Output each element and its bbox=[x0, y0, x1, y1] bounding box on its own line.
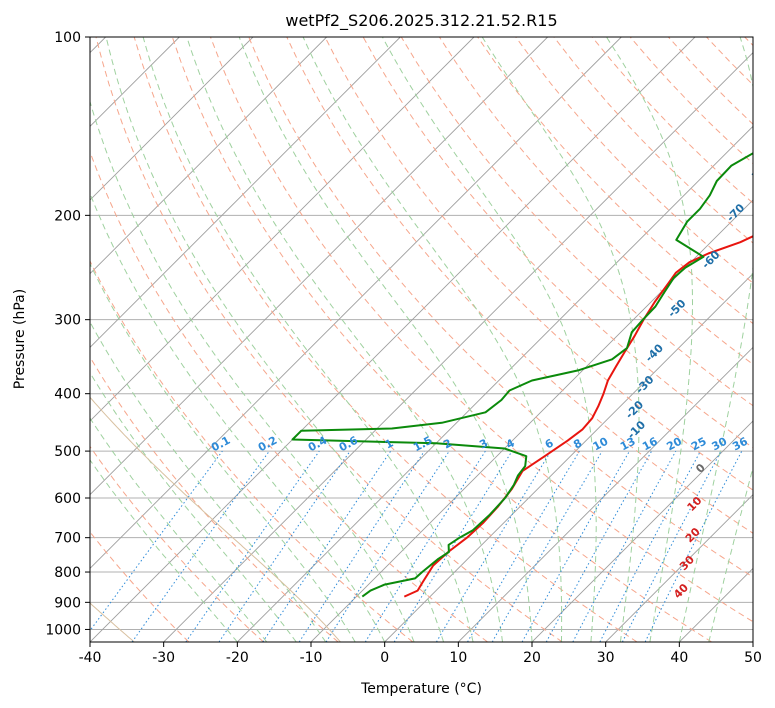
dry-adiabat-line bbox=[210, 37, 753, 623]
y-tick-label: 400 bbox=[54, 387, 81, 403]
mixing-ratio-label: 10 bbox=[591, 435, 611, 454]
isotherm-line bbox=[90, 37, 254, 201]
dry-adiabat-line bbox=[324, 37, 753, 491]
moist-adiabat-line bbox=[708, 465, 753, 642]
mixing-ratio-label: 30 bbox=[710, 435, 730, 454]
dry-adiabat-line bbox=[515, 37, 753, 284]
mixing-ratio-line bbox=[572, 450, 677, 642]
mixing-ratio-label: 25 bbox=[689, 435, 709, 454]
moist-adiabat-line bbox=[90, 262, 356, 642]
moist-adiabat-line bbox=[481, 37, 640, 642]
y-tick-label: 100 bbox=[54, 30, 81, 46]
x-tick-label: -10 bbox=[300, 650, 323, 666]
moist-adiabat-line bbox=[90, 459, 238, 642]
x-tick-label: 20 bbox=[523, 650, 541, 666]
mixing-ratio-line bbox=[521, 450, 630, 642]
isotherm-line bbox=[90, 37, 401, 348]
y-tick-label: 900 bbox=[54, 595, 81, 611]
chart-title: wetPf2_S206.2025.312.21.52.R15 bbox=[285, 11, 557, 31]
isotherm-line bbox=[237, 125, 753, 642]
x-tick-label: 30 bbox=[597, 650, 615, 666]
moist-adiabat-line bbox=[606, 37, 693, 642]
y-tick-label: 200 bbox=[54, 208, 81, 224]
isotherm-line bbox=[90, 37, 475, 422]
x-axis: -40 -30 -20 -10 0 10 20 30 40 50 bbox=[79, 642, 762, 666]
mixing-ratio-line bbox=[131, 450, 270, 642]
y-axis: 100 200 300 400 500 600 700 800 900 1000 bbox=[45, 30, 90, 638]
moist-adiabat-line bbox=[142, 37, 474, 642]
x-tick-label: -20 bbox=[226, 650, 249, 666]
x-tick-label: -40 bbox=[79, 650, 102, 666]
x-tick-label: 0 bbox=[380, 650, 389, 666]
mixing-ratio-line bbox=[218, 450, 351, 642]
moist-adiabat-line bbox=[238, 37, 533, 642]
moist-adiabat-line bbox=[90, 99, 415, 642]
dry-adiabat-line bbox=[286, 37, 753, 534]
isotherm-line bbox=[531, 420, 753, 642]
y-axis-label: Pressure (hPa) bbox=[12, 289, 28, 389]
isotherm-line bbox=[605, 494, 753, 642]
y-tick-label: 700 bbox=[54, 531, 81, 547]
mixing-ratio-line bbox=[393, 450, 513, 642]
reference-curve-line bbox=[90, 396, 341, 642]
background-lines bbox=[90, 37, 753, 642]
moist-adiabat-line bbox=[186, 37, 503, 642]
plot-frame bbox=[89, 36, 754, 643]
mixing-ratio-line bbox=[545, 450, 653, 642]
moist-adiabat-line bbox=[90, 321, 327, 642]
x-tick-label: 40 bbox=[670, 650, 688, 666]
mixing-ratio-label: 13 bbox=[618, 435, 638, 454]
moist-adiabat-line bbox=[105, 37, 445, 642]
mixing-ratio-label: 36 bbox=[730, 435, 750, 454]
dewpoint-series bbox=[291, 152, 753, 598]
mixing-ratio-line bbox=[185, 450, 320, 642]
moist-adiabat-line bbox=[90, 371, 297, 642]
isotherm-line bbox=[163, 52, 753, 642]
moist-adiabat-line bbox=[90, 192, 386, 642]
profile-lines bbox=[291, 152, 753, 598]
moist-adiabat-line bbox=[678, 37, 753, 642]
x-tick-label: 50 bbox=[744, 650, 762, 666]
dry-adiabat-line bbox=[90, 445, 264, 642]
theta-label: -80 bbox=[747, 156, 770, 179]
mixing-ratio-line bbox=[90, 450, 223, 632]
x-tick-label: -30 bbox=[152, 650, 175, 666]
mixing-ratio-line bbox=[644, 450, 743, 642]
x-axis-label: Temperature (°C) bbox=[360, 681, 482, 697]
isotherm-line bbox=[90, 37, 548, 496]
isotherm-line bbox=[384, 273, 753, 642]
dry-adiabat-line bbox=[133, 37, 638, 642]
moist-adiabat-line bbox=[302, 37, 563, 642]
moist-adiabat-line bbox=[381, 37, 597, 642]
mixing-ratio-label: 16 bbox=[640, 435, 660, 454]
dry-adiabat-line bbox=[95, 37, 563, 642]
mixing-ratio-line bbox=[298, 450, 425, 642]
mixing-ratio-line bbox=[262, 450, 392, 642]
isotherm-line bbox=[90, 37, 696, 642]
dry-adiabat-line bbox=[171, 37, 712, 642]
x-tick-label: 10 bbox=[449, 650, 467, 666]
dry-adiabat-line bbox=[90, 356, 339, 642]
y-tick-label: 800 bbox=[54, 565, 81, 581]
y-tick-label: 600 bbox=[54, 491, 81, 507]
mixing-ratio-label: 20 bbox=[664, 435, 684, 454]
y-tick-label: 500 bbox=[54, 444, 81, 460]
mixing-ratio-line bbox=[325, 450, 450, 642]
moist-adiabat-line bbox=[90, 417, 268, 642]
dry-adiabat-line bbox=[90, 259, 414, 642]
y-tick-label: 1000 bbox=[45, 622, 81, 638]
isotherm-line bbox=[90, 37, 622, 569]
dry-adiabat-line bbox=[248, 37, 753, 578]
y-tick-label: 300 bbox=[54, 313, 81, 329]
isotherm-line bbox=[458, 346, 753, 642]
isotherm-line bbox=[90, 37, 327, 275]
